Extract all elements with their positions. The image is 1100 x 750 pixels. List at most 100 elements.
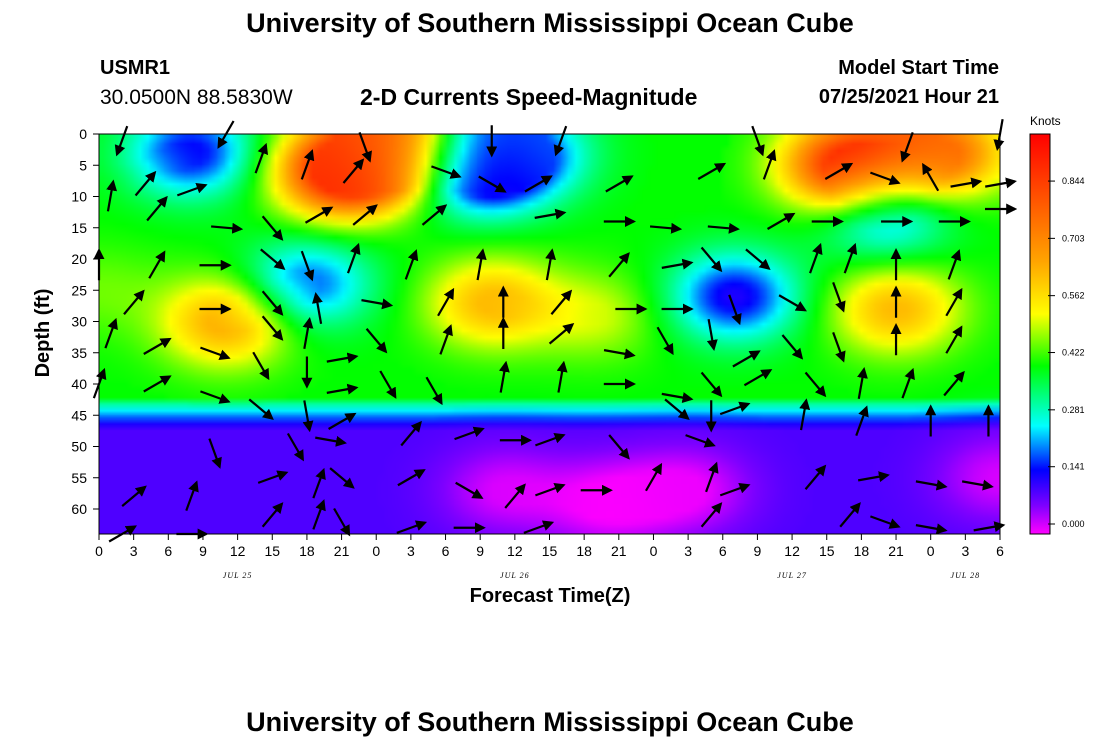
current-vector-arrow [352,204,378,226]
current-vector-arrow [304,206,334,224]
current-vector-arrow [104,317,118,349]
x-tick-label: 12 [507,543,523,559]
current-vector-arrow [832,282,846,313]
date-label: JUL 28 [951,571,981,580]
y-tick-label: 20 [71,251,87,267]
x-tick-label: 6 [442,543,450,559]
current-vector-arrow [608,434,630,460]
current-vector-arrow [550,289,573,315]
current-vector-arrow [358,132,372,163]
x-tick-label: 3 [684,543,692,559]
current-vector-arrow [498,360,510,393]
current-vector-arrow [379,370,397,399]
current-vector-arrow [523,520,555,534]
current-vector-arrow [326,383,359,395]
current-vector-arrow [146,195,168,222]
current-vector-arrow [208,438,222,469]
current-vector-arrow [211,222,244,234]
current-vector-arrow [605,175,634,193]
current-vector-arrow [534,208,567,220]
current-vector-arrow [475,248,487,281]
current-vector-arrow [732,350,761,368]
y-tick-label: 15 [71,220,87,236]
current-vector-arrow [945,325,963,354]
current-vector-arrow [439,324,453,355]
x-tick-label: 3 [130,543,138,559]
current-vector-arrow [400,420,422,447]
colorbar-units-label: Knots [1030,114,1061,128]
x-tick-label: 15 [264,543,280,559]
current-vector-arrow [855,405,869,436]
current-vector-arrow [254,142,269,174]
current-vector-arrow [365,328,388,354]
current-vector-arrow [302,400,314,433]
current-vector-arrow [700,371,723,398]
current-vector-arrow [326,352,359,364]
x-tick-label: 0 [372,543,380,559]
current-vector-arrow [705,461,719,493]
current-vector-arrow [832,332,846,363]
current-vector-arrow [719,401,751,416]
current-vector-arrow [535,482,566,497]
date-label: JUL 25 [223,571,253,580]
x-tick-label: 9 [199,543,207,559]
x-tick-label: 9 [754,543,762,559]
x-tick-label: 9 [476,543,484,559]
current-vectors [92,119,1018,543]
y-tick-label: 40 [71,376,87,392]
current-vector-arrow [900,132,914,163]
current-vector-arrow [556,360,568,393]
y-tick-label: 10 [71,189,87,205]
current-vector-arrow [524,175,553,193]
current-vector-arrow [252,351,270,381]
current-vector-arrow [915,523,948,535]
colorbar-tick-label: 0.281 [1062,405,1085,415]
x-tick-label: 18 [299,543,315,559]
current-vector-arrow [915,479,948,491]
current-vector-arrow [553,125,568,157]
current-vector-arrow [707,222,740,234]
current-vector-arrow [700,246,723,273]
current-vector-arrow [257,470,289,484]
current-vector-arrow [664,398,690,421]
current-vector-arrow [425,376,443,406]
current-vector-arrow [342,158,365,184]
current-vector-arrow [535,432,566,447]
current-vector-arrow [421,204,448,226]
current-vector-arrow [329,467,355,489]
x-tick-label: 0 [650,543,658,559]
y-tick-label: 5 [79,157,87,173]
x-tick-label: 6 [164,543,172,559]
current-vector-arrow [200,390,231,404]
current-vector-arrow [645,462,663,492]
current-vector-arrow [114,125,129,157]
colorbar-tick-label: 0.422 [1062,348,1085,358]
current-vector-arrow [200,346,231,361]
current-vector-arrow [656,326,674,356]
current-vector-arrow [396,520,428,534]
current-vector-arrow [945,287,963,317]
current-vector-arrow [961,479,994,491]
current-vector-arrow [809,242,823,274]
x-tick-label: 3 [961,543,969,559]
current-vector-arrow [857,367,868,399]
current-vector-arrow [922,162,940,192]
date-label: JUL 26 [500,571,530,580]
current-vector-arrow [397,469,426,487]
model-start-label: Model Start Time [838,57,999,79]
current-vector-arrow [437,287,455,317]
current-vector-arrow [697,162,727,180]
x-tick-label: 6 [996,543,1004,559]
x-tick-label: 21 [888,543,904,559]
station-id: USMR1 [100,57,171,79]
current-vector-arrow [603,348,636,360]
colorbar-tick-label: 0.000 [1062,519,1085,529]
current-vector-arrow [950,177,983,189]
x-tick-label: 12 [784,543,800,559]
current-vector-arrow [148,250,166,279]
x-tick-label: 12 [230,543,246,559]
current-vector-arrow [431,165,462,179]
current-vector-arrow [123,289,145,315]
x-tick-label: 15 [542,543,558,559]
current-vector-arrow [333,507,351,537]
